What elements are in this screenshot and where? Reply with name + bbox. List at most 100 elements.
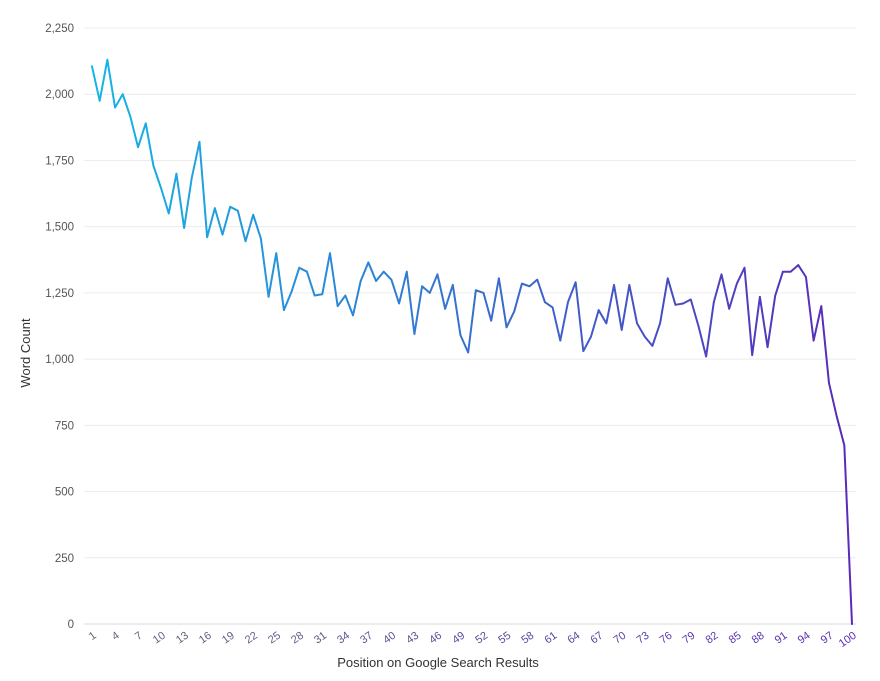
x-tick-label: 4 — [110, 630, 122, 643]
y-tick-label: 1,250 — [45, 288, 74, 300]
y-tick-label: 250 — [55, 553, 74, 565]
data-point — [475, 289, 477, 292]
data-point — [121, 93, 124, 96]
data-point — [713, 301, 715, 303]
x-tick-label: 73 — [635, 630, 652, 647]
grid-lines — [84, 27, 856, 625]
data-point — [275, 252, 278, 254]
data-point — [352, 314, 354, 317]
x-tick-label: 67 — [588, 630, 605, 647]
data-point — [390, 278, 393, 281]
data-point — [705, 355, 707, 358]
y-tick-label: 1,500 — [45, 222, 74, 234]
y-tick-label: 1,750 — [45, 155, 74, 167]
data-point — [766, 346, 769, 348]
data-point — [590, 335, 592, 338]
data-point — [144, 122, 147, 125]
data-point — [98, 100, 101, 102]
x-tick-label: 70 — [612, 630, 629, 647]
data-point — [398, 302, 400, 305]
data-point — [382, 270, 385, 273]
data-point — [344, 294, 347, 297]
x-tick-label: 16 — [197, 630, 214, 647]
data-point — [613, 284, 615, 286]
y-axis-title: Word Count — [18, 318, 33, 388]
data-point — [559, 339, 562, 342]
data-point — [452, 284, 454, 286]
data-point — [728, 307, 730, 310]
x-tick-label: 34 — [335, 630, 352, 647]
data-point — [674, 304, 677, 306]
x-tick-label: 13 — [174, 630, 191, 647]
data-point — [782, 270, 784, 273]
data-point — [436, 273, 439, 276]
data-point — [828, 382, 830, 384]
data-point — [252, 213, 255, 216]
data-point — [329, 252, 331, 254]
y-tick-label: 2,000 — [45, 89, 74, 101]
data-point — [298, 266, 301, 269]
data-point — [544, 301, 546, 303]
x-tick-label: 22 — [243, 630, 260, 647]
data-point — [582, 350, 585, 352]
data-point — [321, 293, 324, 296]
x-tick-label: 97 — [819, 630, 836, 647]
data-point — [812, 339, 815, 342]
x-tick-label: 76 — [658, 630, 675, 647]
data-point — [206, 236, 208, 239]
x-tick-label: 85 — [727, 630, 744, 647]
x-tick-label: 1 — [87, 630, 99, 643]
data-point — [129, 115, 132, 118]
data-point — [736, 282, 738, 285]
data-point — [797, 264, 800, 266]
data-point — [306, 270, 308, 273]
y-tick-label: 1,000 — [45, 354, 74, 366]
data-point — [283, 309, 285, 311]
x-tick-label: 58 — [519, 630, 536, 647]
data-point — [375, 280, 377, 282]
data-point — [720, 273, 723, 276]
data-point — [851, 623, 853, 625]
data-point — [191, 176, 193, 179]
data-point — [498, 277, 500, 280]
data-point — [229, 206, 231, 208]
data-point — [567, 301, 569, 303]
y-tick-label: 0 — [68, 619, 74, 631]
x-tick-label: 49 — [450, 630, 467, 647]
x-tick-label: 28 — [289, 630, 306, 647]
series-line — [91, 58, 853, 625]
x-tick-label: 82 — [704, 630, 721, 647]
data-point — [774, 294, 777, 297]
data-point — [137, 146, 139, 148]
data-point — [536, 278, 539, 281]
data-point — [467, 351, 469, 354]
data-point — [689, 298, 692, 301]
data-point — [183, 227, 185, 229]
data-point — [743, 266, 746, 269]
x-tick-label: 10 — [151, 630, 168, 647]
data-point — [820, 305, 823, 307]
x-tick-label: 64 — [565, 630, 582, 647]
data-point — [260, 237, 262, 240]
data-point — [521, 282, 523, 285]
x-tick-label: 7 — [133, 630, 145, 643]
data-point — [805, 276, 807, 278]
data-point — [421, 285, 423, 288]
data-point — [643, 335, 646, 338]
series-layer — [91, 58, 853, 625]
data-point — [444, 307, 446, 310]
data-point — [267, 296, 270, 298]
x-tick-label: 79 — [681, 630, 698, 647]
data-point — [405, 270, 408, 273]
data-point — [574, 281, 577, 284]
data-point — [789, 270, 792, 273]
data-point — [244, 240, 247, 243]
data-point — [651, 345, 654, 347]
x-tick-label: 25 — [266, 630, 283, 647]
data-point — [459, 334, 462, 337]
data-point — [237, 209, 239, 212]
data-point — [505, 326, 508, 329]
x-axis-title: Position on Google Search Results — [337, 655, 539, 670]
